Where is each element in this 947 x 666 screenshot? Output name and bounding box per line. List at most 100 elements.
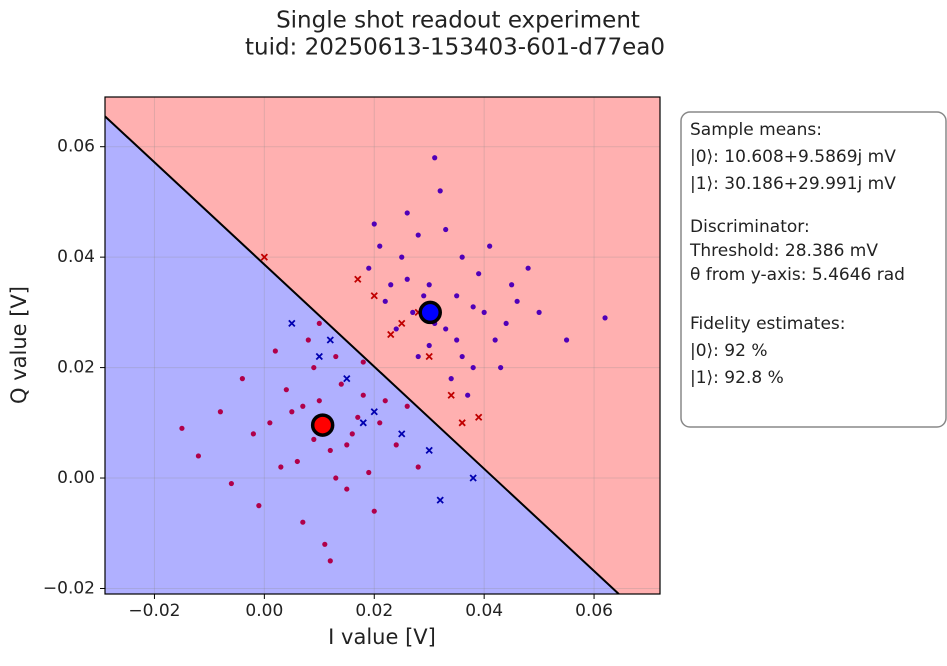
point [283, 387, 289, 393]
point [179, 425, 185, 431]
point [426, 282, 432, 288]
point [432, 155, 438, 161]
point [360, 359, 366, 365]
point [415, 464, 421, 470]
point [487, 243, 493, 249]
point [476, 271, 482, 277]
point-cross [469, 474, 477, 482]
point [300, 519, 306, 525]
x-tick-label: 0.00 [245, 601, 283, 621]
point [443, 226, 449, 233]
point [344, 442, 350, 448]
annotation-line: Fidelity estimates: [690, 314, 845, 334]
point [371, 508, 377, 514]
x-tick-label: 0.02 [355, 601, 393, 621]
point [294, 458, 300, 465]
point [256, 503, 262, 509]
y-tick-label: 0.06 [57, 137, 95, 157]
point [404, 210, 410, 216]
point [366, 469, 372, 476]
point [382, 398, 388, 404]
point [492, 337, 498, 343]
point [349, 431, 355, 437]
point-cross [475, 413, 483, 421]
point [366, 265, 372, 271]
point [470, 364, 476, 371]
point [278, 464, 284, 470]
point [421, 293, 427, 299]
point [509, 282, 515, 288]
point-cross [425, 446, 433, 455]
chart-subtitle: tuid: 20250613-153403-601-d77ea0 [245, 35, 665, 61]
point [377, 243, 383, 249]
point-cross [359, 419, 367, 427]
point-cross [315, 352, 323, 361]
point-cross [447, 391, 455, 399]
point [327, 558, 333, 564]
point [316, 398, 322, 404]
point [300, 403, 306, 409]
point-cross [425, 352, 433, 361]
annotation-line: θ from y-axis: 5.4646 rad [690, 265, 905, 285]
point-cross [458, 419, 466, 427]
point [316, 320, 322, 327]
point-cross [326, 336, 334, 344]
annotation-line: Sample means: [690, 120, 822, 140]
point [503, 320, 509, 327]
x-tick-label: −0.02 [128, 601, 180, 621]
point [448, 376, 454, 382]
point [289, 409, 295, 415]
point [443, 326, 449, 332]
x-tick-label: 0.04 [465, 601, 503, 621]
point [327, 447, 333, 454]
point [388, 282, 394, 288]
point [525, 265, 531, 271]
point [602, 315, 608, 321]
point-cross [370, 292, 378, 300]
point-cross [398, 430, 406, 438]
point [563, 337, 570, 343]
point [454, 337, 460, 343]
point [437, 188, 443, 194]
point [322, 541, 328, 547]
point [355, 414, 361, 420]
point [514, 298, 520, 304]
point [360, 392, 366, 398]
point [338, 381, 344, 387]
point [536, 309, 542, 315]
point-cross [354, 275, 362, 283]
point [371, 221, 377, 227]
point [404, 276, 410, 282]
point-cross [370, 408, 378, 416]
point [228, 480, 234, 487]
point [481, 309, 487, 315]
point [465, 392, 471, 398]
point-cross [387, 330, 395, 339]
plot-frame [104, 96, 661, 595]
x-tick-label: 0.06 [575, 601, 613, 621]
point [344, 486, 350, 492]
point [454, 293, 460, 299]
y-tick-label: −0.02 [43, 578, 95, 598]
point-cross [260, 253, 268, 261]
mean-marker [310, 413, 335, 437]
point [382, 298, 388, 304]
point [459, 254, 465, 260]
point [333, 353, 339, 360]
axes: −0.02 0.00 0.02 0.04 0.06 −0.02 0.00 0.02 0.04 0.… [43, 96, 661, 621]
point [404, 403, 410, 409]
annotation-box [680, 111, 947, 428]
decision-boundary [105, 115, 620, 594]
mean-marker [418, 300, 442, 325]
point-cross [288, 319, 296, 328]
point [272, 348, 278, 354]
point [311, 364, 317, 371]
point [195, 453, 202, 459]
point [498, 364, 504, 371]
point [470, 304, 476, 310]
point-cross [343, 374, 351, 383]
point [239, 376, 245, 382]
point [459, 353, 465, 360]
y-tick-label: 0.04 [57, 247, 95, 267]
